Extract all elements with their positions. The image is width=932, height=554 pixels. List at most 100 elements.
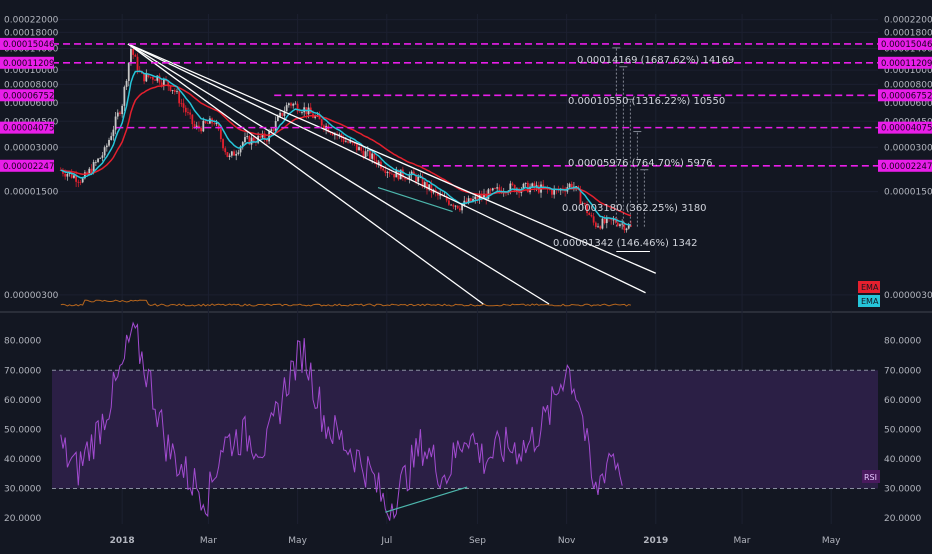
price-tick-left: 0.00008000	[4, 80, 59, 90]
candle-body	[62, 170, 64, 174]
rsi-tick-left: 20.0000	[4, 514, 41, 524]
candle-body	[130, 48, 132, 63]
candle-body	[143, 73, 146, 82]
candle-body	[496, 187, 499, 189]
candle-body	[454, 205, 457, 207]
time-tick: Jul	[380, 536, 392, 546]
candle-body	[423, 182, 426, 187]
level-badge-text: 0.00015046	[3, 40, 54, 50]
level-badge-text: 0.00015046	[881, 40, 932, 50]
candle-body	[171, 90, 174, 91]
candle-body	[439, 194, 442, 196]
candle-body	[478, 195, 481, 201]
candle-body	[235, 153, 238, 156]
candle-body	[298, 111, 301, 113]
candle-body	[371, 153, 374, 159]
time-axis: 2018 Mar May Jul Sep Nov 2019 Mar May	[110, 536, 842, 546]
target-label-4: 0.00003180 (362.25%) 3180	[562, 203, 707, 214]
candle-body	[208, 118, 211, 124]
candle-body	[219, 129, 222, 140]
candle-body	[583, 202, 586, 205]
candle-body	[176, 91, 178, 93]
candle-body	[272, 129, 275, 131]
price-tick-left: 0.00000300	[4, 291, 59, 301]
candle-body	[127, 62, 130, 81]
candle-body	[397, 170, 400, 180]
candle-body	[112, 129, 115, 137]
level-badge-text: 0.00004075	[881, 124, 932, 134]
rsi-tick-left: 30.0000	[4, 485, 41, 495]
candle-body	[483, 193, 485, 198]
level-badge-right	[878, 89, 932, 102]
candle-body	[360, 147, 363, 151]
candle-body	[480, 195, 483, 198]
candle-body	[296, 103, 299, 112]
candle-body	[373, 153, 376, 161]
level-badge-text: 0.00006752	[3, 91, 54, 101]
candle-body	[114, 116, 117, 130]
candle-body	[64, 173, 67, 177]
candle-body	[614, 219, 617, 223]
candle-body	[320, 119, 323, 126]
candle-body	[625, 228, 628, 231]
candle-body	[369, 150, 371, 159]
price-tick-left: 0.00010000	[4, 66, 59, 76]
candle-body	[294, 103, 297, 105]
candle-body	[88, 168, 91, 174]
price-tick-right: 0.00003000	[884, 143, 932, 153]
candle-body	[344, 141, 347, 143]
target-label-2: 0.00010550 (1316.22%) 10550	[568, 96, 725, 107]
candle-body	[92, 162, 95, 174]
candle-body	[160, 82, 163, 86]
candle-body	[125, 80, 128, 87]
candle-body	[281, 112, 284, 116]
candle-body	[147, 73, 150, 77]
trend-lines	[127, 43, 657, 305]
candle-body	[244, 137, 246, 143]
candle-body	[66, 174, 69, 177]
rsi-tick-right: 40.0000	[884, 455, 921, 465]
rsi-label: RSI	[864, 473, 877, 482]
candle-body	[586, 204, 588, 214]
candle-body	[533, 183, 536, 188]
candle-body	[158, 75, 161, 83]
candle-body	[404, 177, 406, 180]
candle-body	[627, 225, 630, 229]
candle-body	[568, 183, 571, 188]
candle-body	[290, 103, 292, 106]
candle-body	[116, 112, 119, 117]
candle-body	[77, 181, 80, 183]
candle-body	[248, 136, 251, 145]
level-badge-left	[0, 37, 54, 50]
candle-body	[101, 155, 104, 158]
candle-body	[73, 175, 75, 178]
candle-body	[616, 222, 619, 226]
candle-body	[270, 129, 273, 132]
time-tick: 2018	[110, 536, 135, 546]
candle-body	[588, 213, 591, 216]
rsi-badge	[862, 470, 880, 483]
candle-body	[349, 141, 352, 143]
candle-body	[513, 184, 516, 192]
rsi-tick-right: 30.0000	[884, 485, 921, 495]
candle-body	[97, 158, 99, 162]
candle-body	[121, 105, 124, 115]
candle-body	[167, 81, 170, 87]
divergence-line	[377, 186, 453, 213]
rsi-path	[60, 321, 623, 521]
candle-body	[358, 147, 360, 151]
candle-body	[70, 172, 73, 178]
candle-body	[375, 160, 378, 165]
volume-line-path	[60, 299, 632, 307]
ema-cyan-label: EMA	[861, 297, 879, 306]
price-tick-right: 0.00018000	[884, 28, 932, 38]
rsi-tick-left: 60.0000	[4, 396, 41, 406]
candle-body	[342, 138, 345, 142]
candle-body	[452, 204, 455, 207]
candle-body	[603, 218, 606, 224]
candle-body	[123, 86, 126, 106]
candle-body	[283, 111, 286, 116]
target-label-5: 0.00001342 (146.46%) 1342	[553, 238, 698, 249]
